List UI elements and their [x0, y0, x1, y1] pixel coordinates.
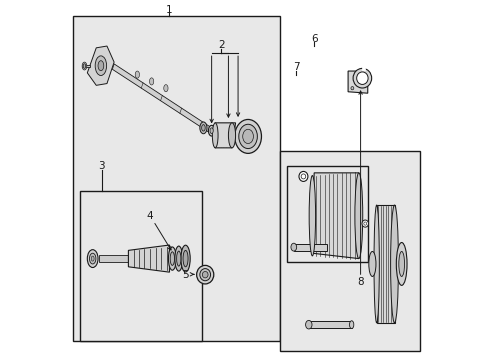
Ellipse shape: [168, 247, 176, 270]
Polygon shape: [293, 244, 326, 251]
Bar: [73, 16, 280, 341]
Ellipse shape: [395, 243, 406, 285]
Ellipse shape: [175, 246, 183, 271]
Ellipse shape: [95, 56, 106, 76]
Ellipse shape: [242, 129, 253, 144]
Ellipse shape: [350, 87, 353, 90]
Polygon shape: [112, 64, 210, 132]
Text: 6: 6: [310, 34, 317, 44]
Ellipse shape: [349, 321, 353, 329]
Polygon shape: [87, 46, 114, 85]
Ellipse shape: [91, 256, 94, 261]
Ellipse shape: [352, 68, 371, 88]
Ellipse shape: [354, 173, 362, 258]
Bar: [80, 191, 201, 341]
Ellipse shape: [305, 320, 311, 329]
Ellipse shape: [196, 265, 213, 284]
Text: 4: 4: [146, 211, 153, 221]
Ellipse shape: [98, 61, 103, 71]
Ellipse shape: [135, 71, 139, 78]
Polygon shape: [82, 65, 90, 67]
Ellipse shape: [210, 128, 213, 134]
Bar: [287, 166, 367, 262]
Polygon shape: [376, 205, 394, 323]
Ellipse shape: [238, 124, 257, 149]
Ellipse shape: [202, 271, 207, 278]
Ellipse shape: [398, 251, 404, 276]
Ellipse shape: [298, 171, 307, 181]
Ellipse shape: [368, 251, 375, 276]
Ellipse shape: [181, 245, 190, 272]
Ellipse shape: [82, 62, 86, 70]
Polygon shape: [347, 71, 367, 93]
Ellipse shape: [200, 122, 206, 134]
Polygon shape: [99, 255, 128, 262]
Ellipse shape: [200, 269, 210, 281]
Ellipse shape: [356, 72, 367, 85]
Ellipse shape: [290, 243, 296, 251]
Ellipse shape: [308, 176, 315, 256]
Ellipse shape: [234, 120, 261, 153]
Ellipse shape: [83, 64, 85, 68]
Ellipse shape: [361, 220, 367, 227]
Ellipse shape: [89, 253, 96, 264]
Polygon shape: [312, 173, 358, 258]
Ellipse shape: [201, 125, 205, 131]
Bar: [280, 152, 419, 351]
Polygon shape: [362, 64, 365, 70]
Polygon shape: [308, 321, 351, 328]
Ellipse shape: [208, 125, 214, 136]
Ellipse shape: [301, 174, 305, 179]
Ellipse shape: [176, 251, 181, 266]
Ellipse shape: [87, 249, 98, 267]
Polygon shape: [128, 245, 169, 272]
Ellipse shape: [373, 205, 379, 323]
Text: 1: 1: [166, 5, 172, 15]
Text: 8: 8: [357, 277, 363, 287]
Text: 2: 2: [218, 40, 224, 50]
Ellipse shape: [183, 250, 188, 267]
Ellipse shape: [228, 123, 235, 148]
Ellipse shape: [390, 205, 398, 323]
Text: 7: 7: [292, 63, 299, 72]
Ellipse shape: [212, 123, 218, 148]
Text: 3: 3: [98, 161, 105, 171]
Ellipse shape: [149, 78, 153, 85]
Text: 5: 5: [182, 270, 188, 280]
Polygon shape: [215, 123, 235, 148]
Ellipse shape: [163, 85, 168, 92]
Ellipse shape: [170, 252, 174, 265]
Ellipse shape: [363, 222, 366, 225]
